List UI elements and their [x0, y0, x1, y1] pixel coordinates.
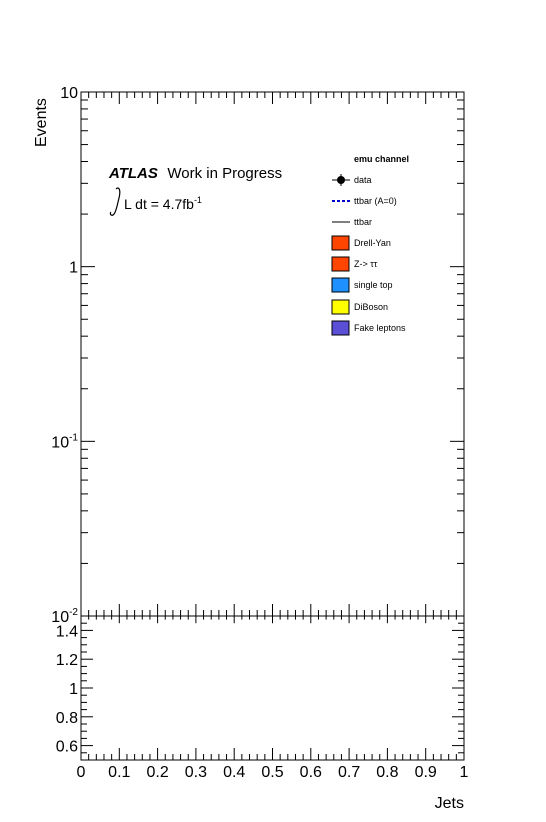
y-tick-base: 10: [60, 85, 78, 102]
y-tick-base: 10: [51, 609, 69, 626]
legend-label: Drell-Yan: [354, 238, 391, 248]
lumi-exponent: -1: [194, 195, 202, 205]
x-tick-label: 0.5: [261, 764, 283, 781]
y-tick-base: 10: [51, 434, 69, 451]
x-tick-label: 1: [460, 764, 469, 781]
ratio-y-tick-label: 1.4: [56, 623, 78, 640]
y-tick-exponent: -2: [69, 607, 78, 618]
y-axis-title: Events: [33, 98, 50, 147]
legend-swatch: [331, 256, 350, 272]
legend-label: ttbar: [354, 217, 372, 227]
main-x-axis: [80, 92, 465, 616]
x-tick-label: 0.2: [146, 764, 168, 781]
legend: emu channel data ttbar (A=0) ttbar Drell-Ya…: [331, 154, 409, 336]
legend-swatch: [331, 235, 350, 251]
lumi-value: L dt = 4.7fb: [124, 196, 194, 212]
ratio-y-axis: 0.6 0.8 1 1.2 1.4: [56, 615, 464, 761]
atlas-experiment: ATLAS: [108, 165, 158, 182]
legend-label: Fake leptons: [354, 323, 406, 333]
x-tick-label: 0.7: [338, 764, 360, 781]
legend-swatch: [331, 299, 350, 315]
y-tick-label: 10-1: [51, 432, 78, 451]
legend-header: emu channel: [354, 154, 409, 164]
legend-entry-ttbar-a-0: ttbar (A=0): [332, 196, 397, 206]
x-tick-label: 0.1: [108, 764, 130, 781]
legend-entry-data: data: [332, 174, 372, 186]
x-tick-label: 0.8: [376, 764, 398, 781]
y-tick-label: 10-2: [51, 607, 78, 626]
legend-label: DiBoson: [354, 302, 388, 312]
ratio-y-tick-label: 0.6: [56, 739, 78, 756]
x-tick-label: 0.6: [300, 764, 322, 781]
legend-label: single top: [354, 280, 393, 290]
legend-entries: data ttbar (A=0) ttbar Drell-Yan Z-> ττ singl…: [331, 174, 406, 336]
legend-swatch: [331, 320, 350, 336]
luminosity-label: L dt = 4.7fb-1: [109, 187, 202, 216]
legend-marker-dot: [337, 176, 345, 184]
y-tick-base: 1: [69, 260, 78, 277]
ratio-y-tick-label: 1.2: [56, 652, 78, 669]
legend-entry-diboson: DiBoson: [331, 299, 388, 315]
x-tick-label: 0: [77, 764, 86, 781]
ratio-y-tick-label: 1: [69, 681, 78, 698]
ratio-y-tick-label: 0.8: [56, 710, 78, 727]
legend-entry-single-top: single top: [331, 277, 393, 293]
lumi-text: L dt = 4.7fb-1: [124, 195, 202, 212]
legend-entry-ttbar: ttbar: [332, 217, 372, 227]
x-axis-title: Jets: [435, 795, 464, 812]
main-minor-ticks: [81, 99, 464, 564]
x-tick-label: 0.9: [415, 764, 437, 781]
ratio-x-axis: 0 0.1 0.2 0.3 0.4 0.5 0.6 0.7 0.8 0.9 1: [77, 616, 469, 781]
x-tick-label: 0.3: [185, 764, 207, 781]
legend-entry-z: Z-> ττ: [331, 256, 378, 272]
atlas-label: ATLAS Work in Progress: [108, 165, 282, 182]
atlas-status: Work in Progress: [167, 165, 282, 182]
integral-sign: [109, 187, 121, 216]
ratio-panel: 0.60.811.21.4 0 0.1 0.2 0.3 0.4 0.5 0.6 0.7 0.8 0…: [56, 615, 469, 812]
legend-entry-fake-leptons: Fake leptons: [331, 320, 406, 336]
y-tick-label: 1: [69, 260, 78, 277]
legend-swatch: [331, 277, 350, 293]
y-tick-exponent: -1: [69, 432, 78, 443]
y-tick-label: 10: [60, 85, 78, 102]
legend-entry-drell-yan: Drell-Yan: [331, 235, 391, 251]
legend-label: Z-> ττ: [354, 259, 378, 269]
legend-label: ttbar (A=0): [354, 196, 397, 206]
legend-label: data: [354, 175, 372, 185]
x-tick-label: 0.4: [223, 764, 245, 781]
